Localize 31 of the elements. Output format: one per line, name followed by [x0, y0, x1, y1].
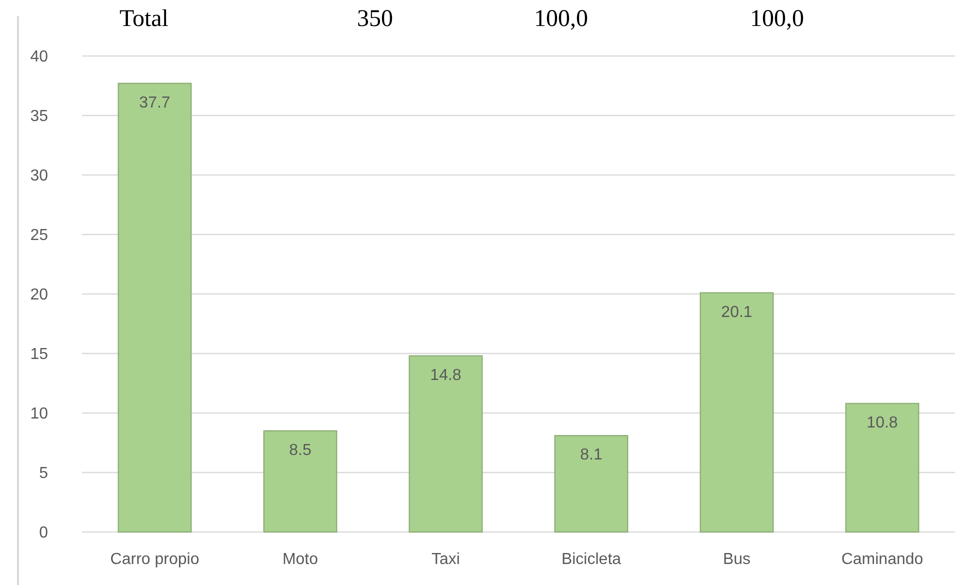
y-tick-label: 20: [30, 286, 48, 304]
data-label: 8.1: [580, 446, 602, 464]
x-tick-label: Bicicleta: [561, 551, 622, 568]
y-tick-label: 30: [30, 168, 48, 185]
data-label: 20.1: [721, 304, 752, 321]
y-tick-label: 15: [30, 346, 48, 364]
bar: [408, 355, 483, 533]
y-tick-label: 10: [30, 406, 48, 423]
x-tick-label: Moto: [282, 551, 318, 568]
x-tick-label: Bus: [722, 551, 751, 568]
data-label: 37.7: [139, 94, 170, 112]
data-label: 10.8: [866, 414, 898, 432]
data-label: 8.5: [289, 442, 312, 459]
bar: [263, 430, 338, 533]
y-tick-label: 35: [30, 108, 48, 126]
x-tick-label: Carro propio: [110, 551, 200, 568]
bar: [845, 402, 920, 533]
text: Total: [120, 6, 169, 32]
bar: [700, 292, 774, 533]
text: 100,0: [534, 6, 588, 32]
y-tick-label: 0: [39, 524, 48, 542]
bar: [554, 435, 628, 533]
text: 350: [357, 6, 393, 32]
x-tick-label: Taxi: [432, 551, 460, 568]
data-label: 14.8: [430, 366, 462, 384]
y-tick-label: 40: [30, 48, 48, 66]
text: 100,0: [750, 6, 804, 32]
y-tick-label: 5: [39, 465, 48, 482]
y-tick-label: 25: [30, 227, 48, 244]
bar: [118, 82, 192, 533]
x-tick-label: Caminando: [841, 551, 924, 568]
